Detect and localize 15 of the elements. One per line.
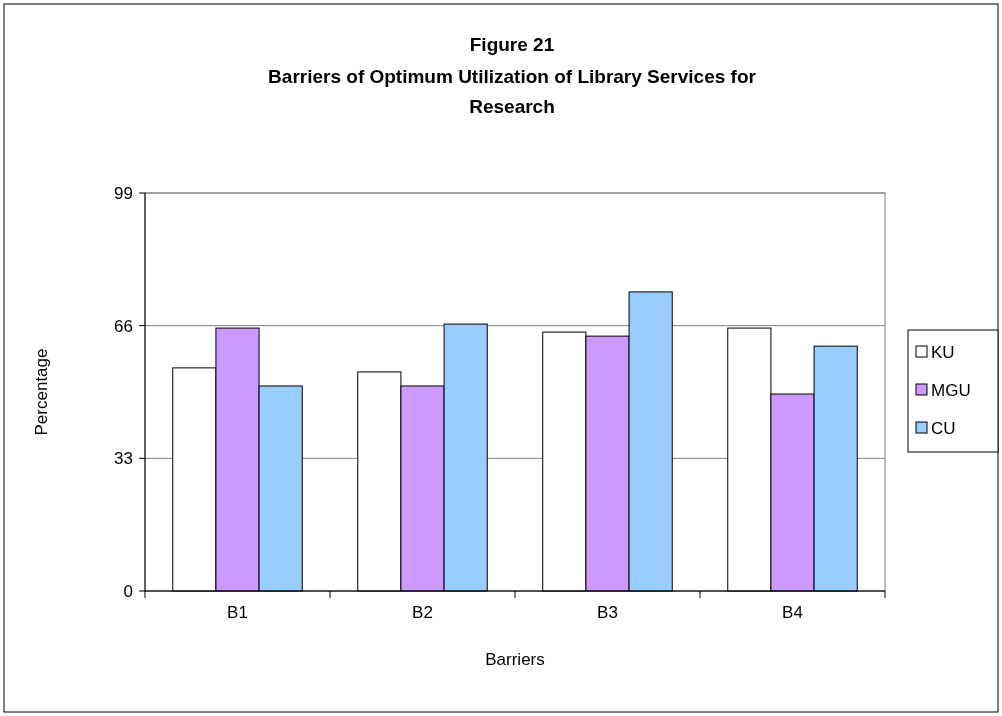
x-tick-label: B3 [597, 603, 618, 622]
x-axis-title: Barriers [485, 650, 545, 669]
y-tick-label: 99 [114, 183, 133, 203]
y-tick-label: 0 [123, 581, 133, 601]
chart-title: Figure 21 [469, 34, 555, 55]
x-tick-label: B1 [227, 603, 248, 622]
chart-subtitle: Barriers of Optimum Utilization of Library Services for Research [268, 66, 757, 117]
y-axis-title: Percentage [32, 348, 51, 436]
x-tick-label: B4 [782, 603, 803, 622]
y-tick-label: 66 [114, 316, 133, 336]
y-tick-label: 33 [114, 449, 133, 469]
legend-label: KU [931, 342, 955, 362]
x-tick-label: B2 [412, 603, 433, 622]
legend-label: CU [931, 418, 956, 438]
legend-label: MGU [931, 380, 971, 400]
